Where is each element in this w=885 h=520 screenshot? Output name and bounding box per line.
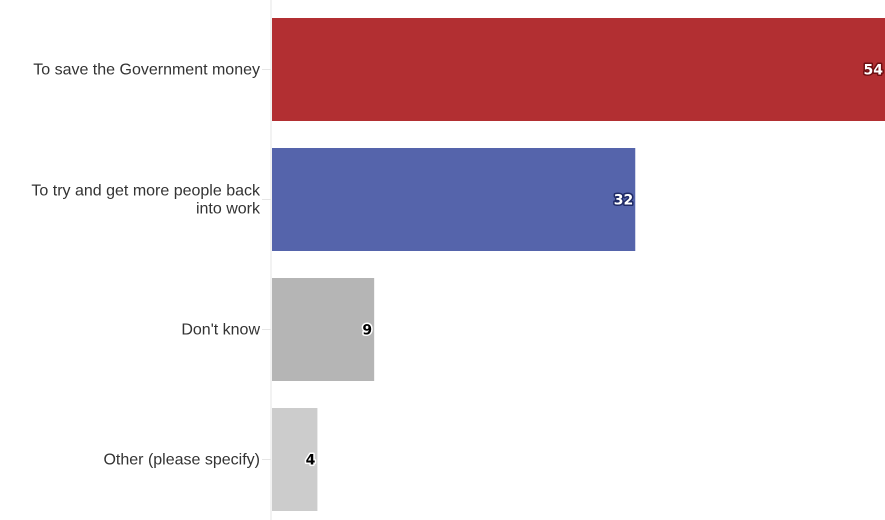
category-labels-group: To save the Government money To try and g… xyxy=(31,62,261,469)
category-label-3: Other (please specify) xyxy=(103,452,260,469)
value-label-1: 32 xyxy=(614,193,633,209)
value-labels-group: 54 32 9 4 xyxy=(304,61,885,470)
bar-1 xyxy=(272,148,636,251)
bar-3 xyxy=(272,408,318,511)
category-label-0: To save the Government money xyxy=(33,62,260,79)
value-label-3: 4 xyxy=(306,453,316,469)
bar-0 xyxy=(272,18,885,121)
bars-group xyxy=(262,18,885,511)
value-label-2: 9 xyxy=(362,323,372,339)
category-label-2: Don't know xyxy=(181,322,260,339)
value-label-0: 54 xyxy=(864,63,884,79)
category-label-1: To try and get more people back into work xyxy=(31,183,261,218)
bar-2 xyxy=(272,278,375,381)
